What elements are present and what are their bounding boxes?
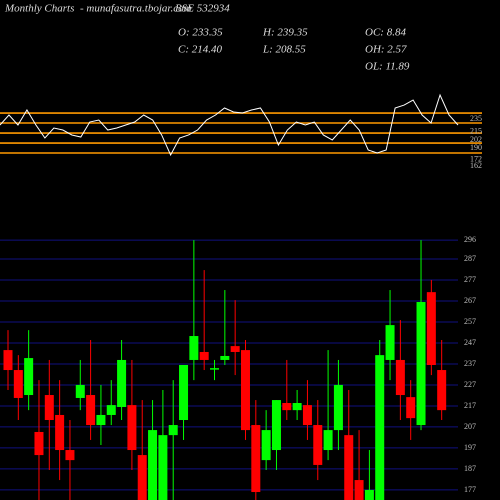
chart-title: Monthly Charts [4, 3, 74, 15]
candle-body [344, 435, 354, 500]
candle-body [210, 368, 220, 370]
candle-body [385, 325, 395, 360]
candle-body [179, 365, 189, 421]
y-tick-label: 177 [464, 485, 476, 494]
candle-body [106, 405, 116, 415]
candle-body [3, 350, 13, 371]
y-tick-label: 296 [464, 235, 476, 244]
candle-body [292, 403, 302, 411]
y-tick-label: 237 [464, 359, 476, 368]
y-tick-label: 215 [470, 127, 482, 136]
candle-body [406, 397, 416, 419]
candle-body [333, 384, 343, 431]
y-tick-label: 207 [464, 422, 476, 431]
y-tick-label: 267 [464, 296, 476, 305]
candle-body [55, 414, 65, 451]
candle-body [220, 355, 230, 360]
candle-body [24, 358, 34, 396]
candle-body [302, 405, 312, 426]
oc-stat: OC: 8.84 [365, 27, 406, 39]
y-tick-label: 202 [470, 135, 482, 144]
y-tick-label: 162 [470, 161, 482, 170]
site: - munafasutra.tbojar.com [80, 3, 192, 15]
oh-stat: OH: 2.57 [365, 44, 407, 56]
candle-body [189, 336, 199, 360]
candle-body [437, 370, 447, 411]
y-tick-label: 235 [470, 114, 482, 123]
y-tick-label: 247 [464, 338, 476, 347]
price-line [0, 93, 459, 157]
candle-body [65, 450, 75, 461]
y-tick-label: 287 [464, 254, 476, 263]
candle-body [230, 346, 240, 352]
candle-body [158, 435, 168, 500]
y-tick-label: 197 [464, 443, 476, 452]
candle-body [127, 405, 137, 451]
candle-body [395, 359, 405, 396]
candle-body [34, 431, 44, 456]
candle-body [354, 480, 364, 500]
candle-body [271, 400, 281, 451]
ol-stat: OL: 11.89 [365, 61, 410, 73]
y-tick-label: 277 [464, 275, 476, 284]
candle-body [96, 414, 106, 426]
candle-body [148, 430, 158, 500]
candle-body [86, 395, 96, 426]
y-tick-label: 227 [464, 380, 476, 389]
candle-body [168, 425, 178, 436]
candle-body [199, 351, 209, 360]
y-tick-label: 217 [464, 401, 476, 410]
symbol: BSE 532934 [175, 3, 230, 15]
candle-body [282, 403, 292, 411]
candle-body [44, 395, 54, 421]
candle-body [313, 425, 323, 465]
close-stat: C: 214.40 [178, 44, 223, 56]
candle-body [13, 370, 23, 398]
candle-body [375, 355, 385, 500]
candle-body [117, 359, 127, 407]
candle-body [416, 302, 426, 426]
candle-body [251, 425, 261, 493]
open-stat: O: 233.35 [178, 27, 223, 39]
candle-body [240, 350, 250, 431]
candle-body [323, 430, 333, 451]
candle-body [137, 455, 147, 500]
candle-body [75, 384, 85, 398]
candle-body [261, 430, 271, 461]
y-tick-label: 190 [470, 143, 482, 152]
y-tick-label: 187 [464, 464, 476, 473]
y-tick-label: 172 [470, 154, 482, 163]
y-tick-label: 257 [464, 317, 476, 326]
candle-body [426, 292, 436, 365]
candle-body [364, 489, 374, 500]
high-stat: H: 239.35 [262, 27, 308, 39]
low-stat: L: 208.55 [262, 44, 306, 56]
